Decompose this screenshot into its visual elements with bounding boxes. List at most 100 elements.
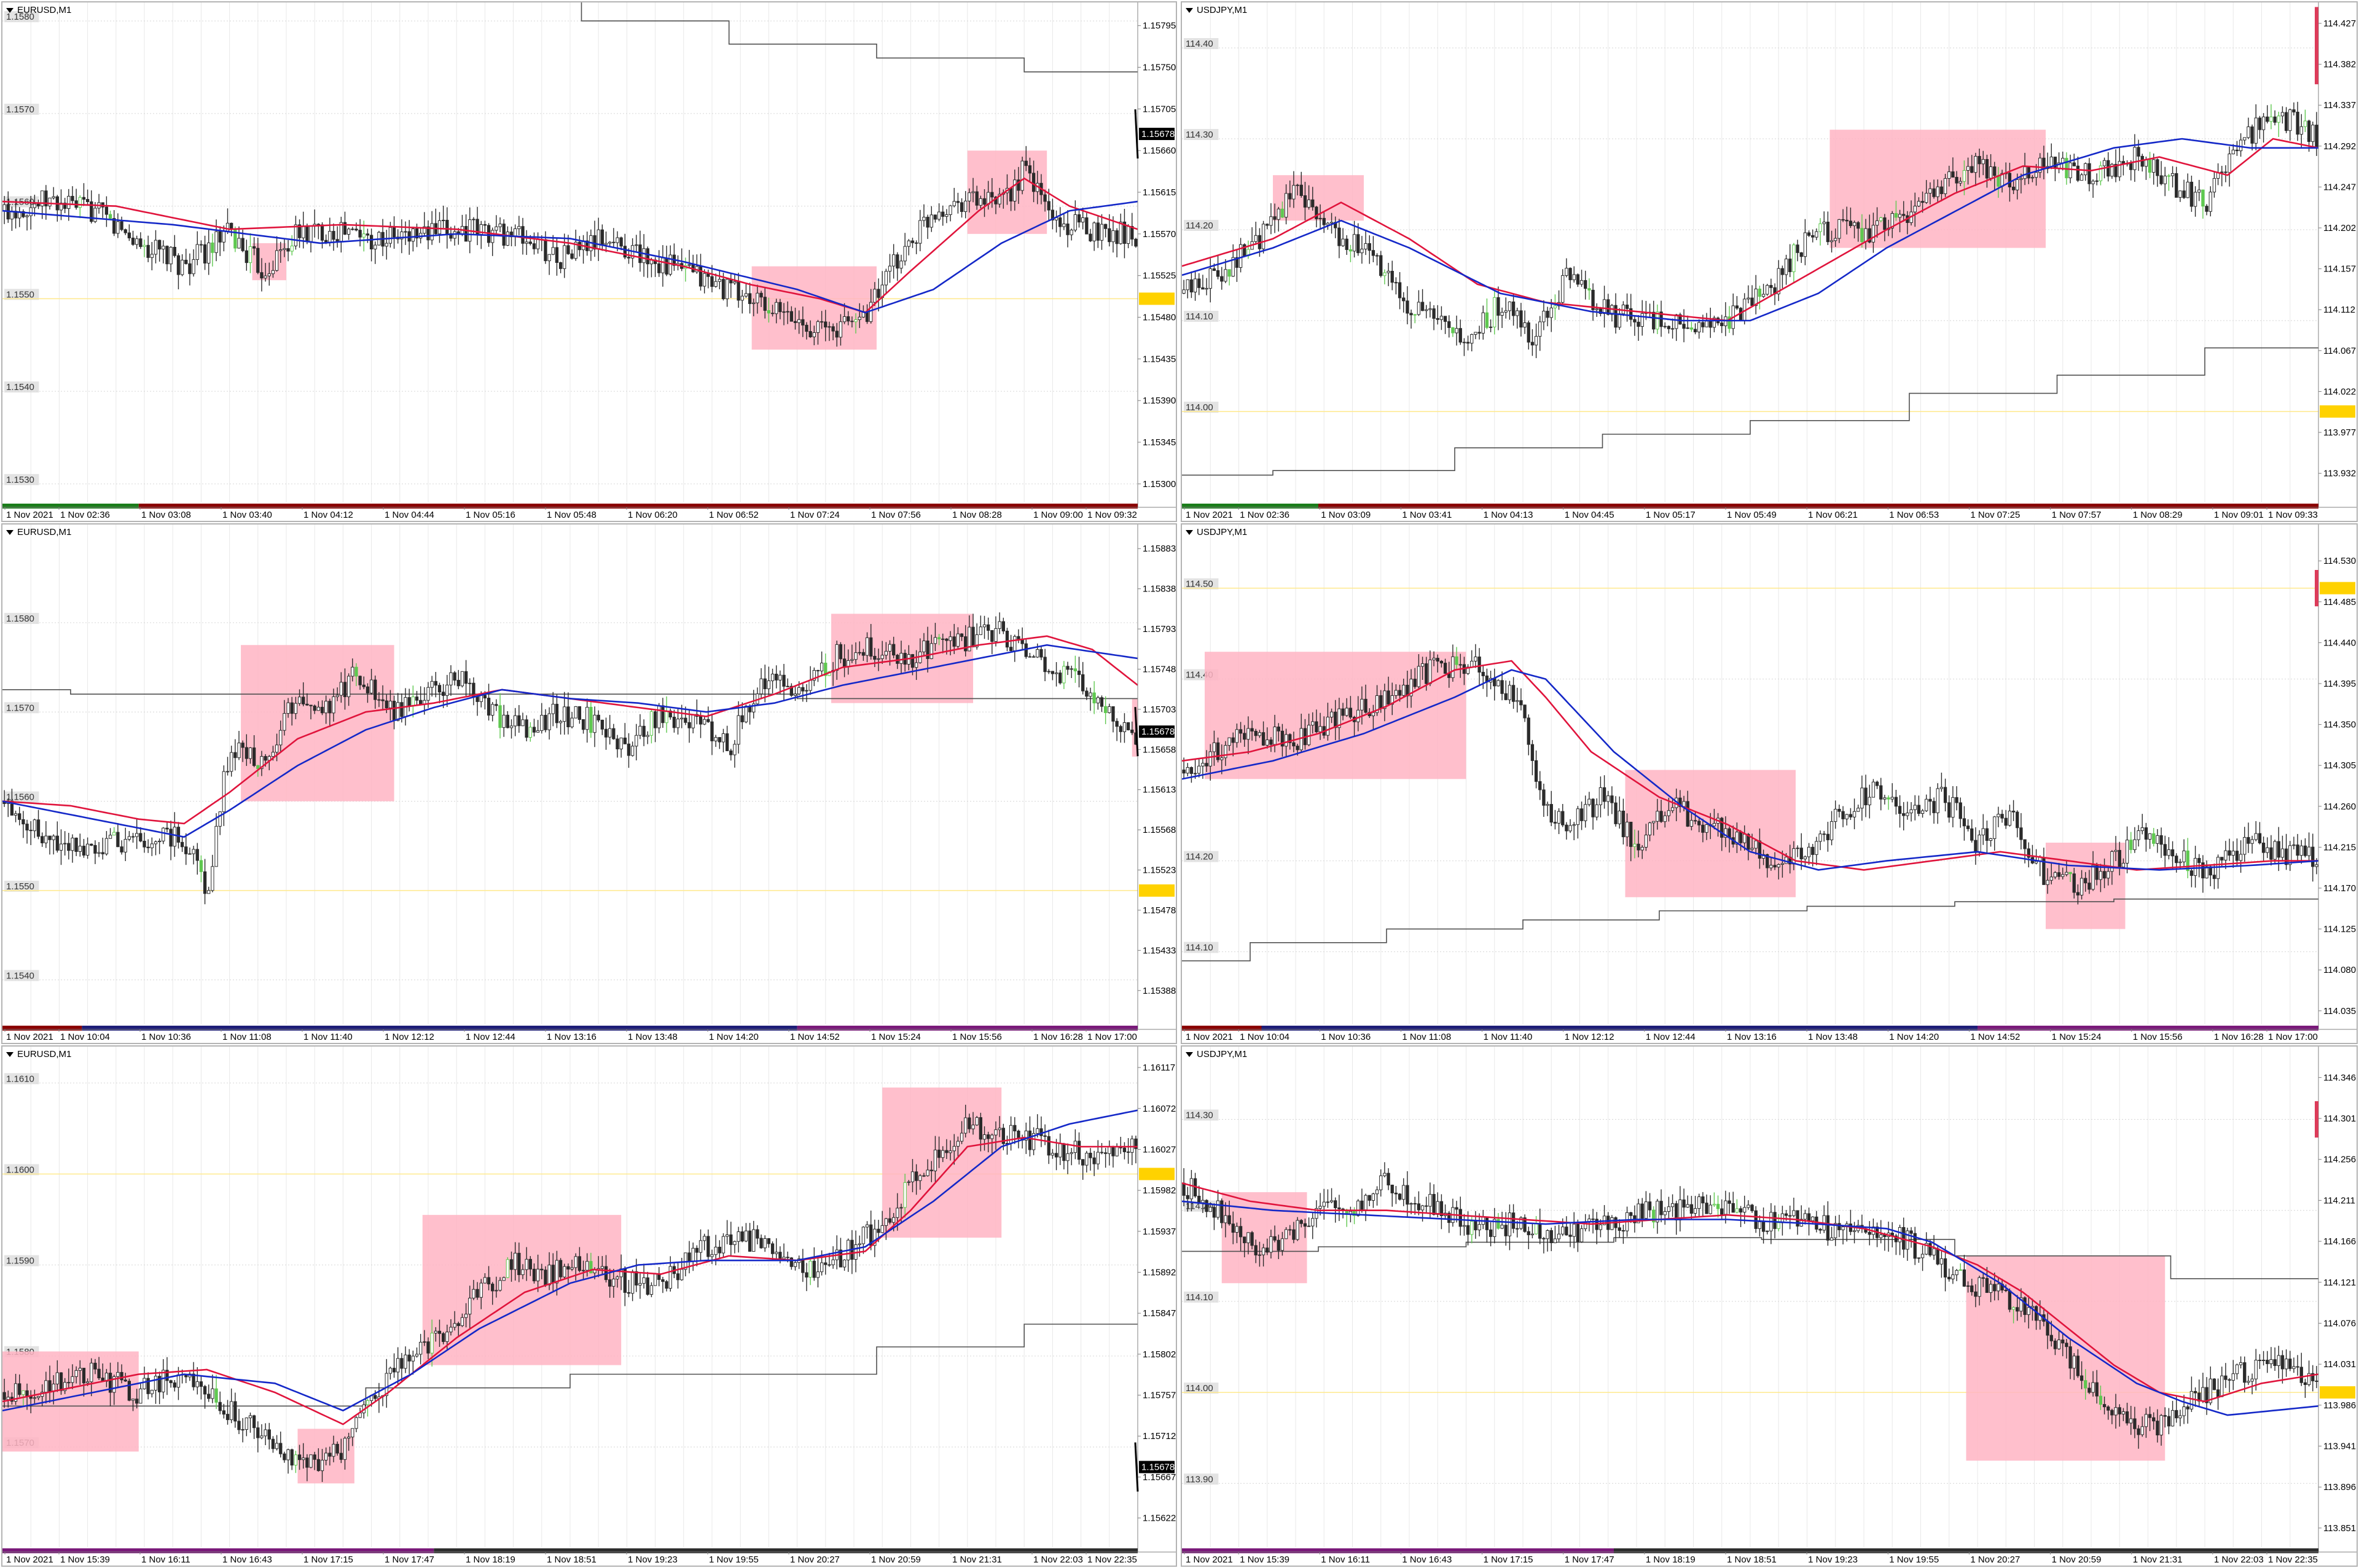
candle-body: [2049, 876, 2053, 881]
collapse-triangle-icon[interactable]: [1186, 8, 1193, 14]
candle-body: [1269, 739, 1273, 745]
candle-body: [725, 1234, 729, 1237]
candle-body: [1485, 312, 1489, 328]
candle-body: [351, 228, 354, 230]
candle-body: [1947, 1276, 1951, 1279]
candle-body: [2133, 1418, 2137, 1429]
candle-body: [85, 1381, 90, 1384]
candle-body: [1678, 1199, 1682, 1220]
chart-panel-eurusd-1[interactable]: 1.1580 1.1570 1.1560 1.1550 1.1540 1.1530 1.15…: [1, 1, 1177, 522]
collapse-triangle-icon[interactable]: [6, 8, 14, 14]
candle-body: [207, 890, 211, 894]
candle-body: [1682, 1199, 1686, 1208]
candle-body: [808, 1260, 812, 1278]
collapse-triangle-icon[interactable]: [1186, 530, 1193, 536]
candle-body: [544, 239, 547, 262]
candle-body: [2, 204, 6, 211]
candle-body: [1538, 321, 1542, 337]
price-chart-svg: 1.15801.15701.15601.15501.15401.158831.1…: [2, 525, 1176, 1042]
chart-panel-eurusd-3[interactable]: 1.16101.16001.15901.15801.15701.161171.1…: [1, 1045, 1177, 1567]
candle-body: [1258, 732, 1262, 736]
price-axis-label: 114.170: [2323, 883, 2356, 894]
candle-body: [687, 722, 691, 728]
candle-body: [665, 1281, 668, 1289]
candle-body: [627, 1292, 631, 1294]
candle-body: [1212, 1207, 1216, 1218]
candle-body: [502, 714, 506, 728]
chart-panel-usdjpy-1[interactable]: 114.40 114.30 114.20 114.10 114.00 114.427 114…: [1181, 1, 2358, 522]
candle-body: [2061, 1340, 2065, 1344]
candle-body: [97, 852, 101, 854]
candle-body: [1902, 813, 1906, 816]
candle-body: [956, 1141, 960, 1147]
candle-body: [1656, 311, 1659, 330]
candle-body: [1266, 739, 1269, 746]
candle-body: [1758, 1221, 1762, 1229]
candle-body: [328, 1453, 332, 1457]
candle-body: [888, 265, 892, 272]
chart-panel-usdjpy-2[interactable]: 114.50 114.40 114.20 114.10 114.530 114.485 11…: [1181, 523, 2358, 1044]
time-axis-label: 1 Nov 15:56: [2133, 1032, 2183, 1042]
collapse-triangle-icon[interactable]: [1186, 1052, 1193, 1058]
candle-body: [1985, 159, 1989, 179]
candle-body: [127, 232, 131, 238]
candle-body: [1799, 848, 1803, 860]
candle-body: [1670, 1203, 1675, 1207]
candle-body: [495, 1290, 498, 1292]
price-axis-label: 1.15838: [1143, 584, 1176, 595]
price-axis-label: 114.067: [2323, 346, 2356, 356]
candle-body: [1811, 1216, 1815, 1222]
chart-panel-eurusd-2[interactable]: 1.1580 1.1570 1.1560 1.1550 1.1540 1.15883 1.1…: [1, 523, 1177, 1044]
candle-body: [203, 1386, 207, 1395]
candle-body: [1837, 219, 1841, 239]
price-axis-label: 1.15982: [1143, 1185, 1176, 1196]
candle-body: [441, 1333, 445, 1342]
candle-body: [1625, 821, 1629, 838]
candle-body: [1246, 728, 1250, 740]
time-axis-label: 1 Nov 20:59: [2052, 1554, 2102, 1565]
candle-body: [55, 835, 59, 851]
price-level-label-box: [4, 1164, 39, 1176]
candle-body: [112, 218, 116, 234]
volume-tag: [2315, 1101, 2318, 1138]
price-level-label-box: [1184, 129, 1219, 140]
candle-body: [2152, 159, 2156, 173]
chart-title: USDJPY,M1: [1186, 5, 1247, 15]
candle-body: [2307, 1373, 2311, 1385]
candle-body: [1115, 720, 1119, 727]
candle-body: [1720, 817, 1724, 838]
price-level-label: 1.1610: [6, 1074, 34, 1084]
collapse-triangle-icon[interactable]: [6, 530, 14, 536]
candle-body: [740, 295, 744, 301]
candle-body: [854, 319, 858, 322]
candle-body: [1039, 1128, 1043, 1136]
price-level-label: 114.50: [1186, 579, 1213, 590]
candle-body: [982, 624, 987, 628]
candle-body: [1799, 252, 1803, 257]
candle-body: [865, 637, 869, 656]
candle-body: [2107, 1406, 2110, 1411]
time-axis-label: 1 Nov 21:31: [952, 1554, 1002, 1565]
candle-body: [558, 1260, 563, 1277]
candle-body: [1852, 811, 1856, 817]
candle-body: [910, 654, 915, 668]
collapse-triangle-icon[interactable]: [6, 1052, 14, 1058]
candle-body: [1100, 1152, 1104, 1153]
candle-body: [805, 690, 808, 692]
candle-body: [725, 279, 729, 300]
candle-body: [237, 1421, 241, 1430]
time-axis-label: 1 Nov 11:08: [1402, 1032, 1451, 1042]
candle-body: [1238, 244, 1243, 268]
candle-body: [1481, 312, 1485, 334]
candle-body: [1777, 864, 1780, 868]
candle-body: [302, 696, 305, 704]
candle-body: [1883, 797, 1887, 800]
time-axis-label: 1 Nov 07:24: [790, 510, 840, 520]
candle-body: [1420, 663, 1425, 667]
candle-body: [233, 752, 237, 759]
time-axis-label: 1 Nov 15:56: [952, 1032, 1002, 1042]
chart-panel-usdjpy-3[interactable]: 114.30 114.20 114.10 114.00 113.90 114.346 114…: [1181, 1045, 2358, 1567]
time-axis-label: 1 Nov 12:44: [466, 1032, 515, 1042]
time-axis-label: 1 Nov 2021: [1186, 510, 1233, 520]
candle-body: [1652, 1209, 1656, 1223]
